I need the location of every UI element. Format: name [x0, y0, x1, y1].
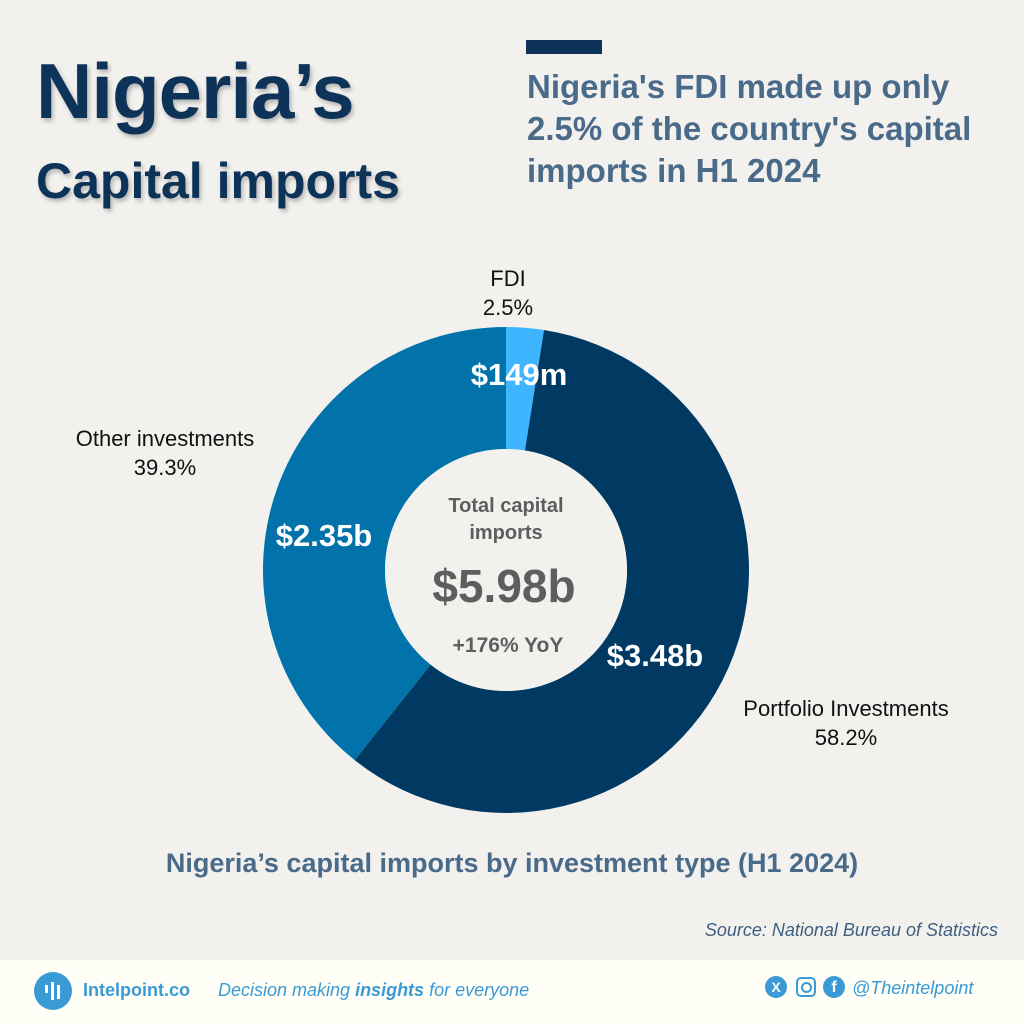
value-label: $3.48b: [607, 638, 704, 673]
tagline-bold: insights: [355, 980, 425, 1000]
social-handle[interactable]: @Theintelpoint: [852, 978, 974, 998]
title-line1: Nigeria’s: [36, 47, 355, 135]
logo-icon: [34, 972, 72, 1010]
footer: Intelpoint.co Decision making insights f…: [0, 960, 1024, 1024]
percent-label: 58.2%: [814, 725, 878, 750]
label-portfolio: Portfolio Investments 58.2%: [716, 694, 976, 752]
value-label: $2.35b: [276, 518, 373, 553]
category-label: FDI: [490, 266, 526, 291]
tagline-post: for everyone: [424, 980, 530, 1000]
brand-link[interactable]: Intelpoint.co: [83, 980, 190, 1000]
x-icon[interactable]: X: [765, 976, 787, 998]
subtitle: Nigeria's FDI made up only 2.5% of the c…: [527, 68, 972, 189]
value-label: $149m: [471, 357, 568, 392]
source: Source: National Bureau of Statistics: [704, 920, 998, 940]
tagline: Decision making insights for everyone: [218, 980, 529, 1001]
instagram-icon[interactable]: [796, 977, 816, 997]
percent-label: 39.3%: [133, 455, 197, 480]
title-line2: Capital imports: [36, 153, 400, 209]
center-label: Total capital: [448, 495, 563, 517]
donut-slice-fdi: [506, 327, 545, 451]
donut-hole: [385, 449, 627, 691]
tagline-pre: Decision making: [218, 980, 356, 1000]
center-label: imports: [469, 522, 542, 544]
accent-bar: [526, 40, 602, 54]
label-other: Other investments 39.3%: [40, 424, 290, 482]
center-change: +176% YoY: [453, 634, 564, 657]
label-fdi: FDI 2.5%: [468, 264, 548, 322]
facebook-icon[interactable]: f: [823, 976, 845, 998]
category-label: Portfolio Investments: [743, 696, 949, 721]
donut-slice-portfolio-investments: [354, 329, 749, 813]
percent-label: 2.5%: [482, 295, 534, 320]
category-label: Other investments: [75, 426, 255, 451]
center-value: $5.98b: [432, 560, 575, 612]
donut-slice-other-investments: [262, 327, 506, 761]
chart-title: Nigeria’s capital imports by investment …: [165, 848, 859, 878]
